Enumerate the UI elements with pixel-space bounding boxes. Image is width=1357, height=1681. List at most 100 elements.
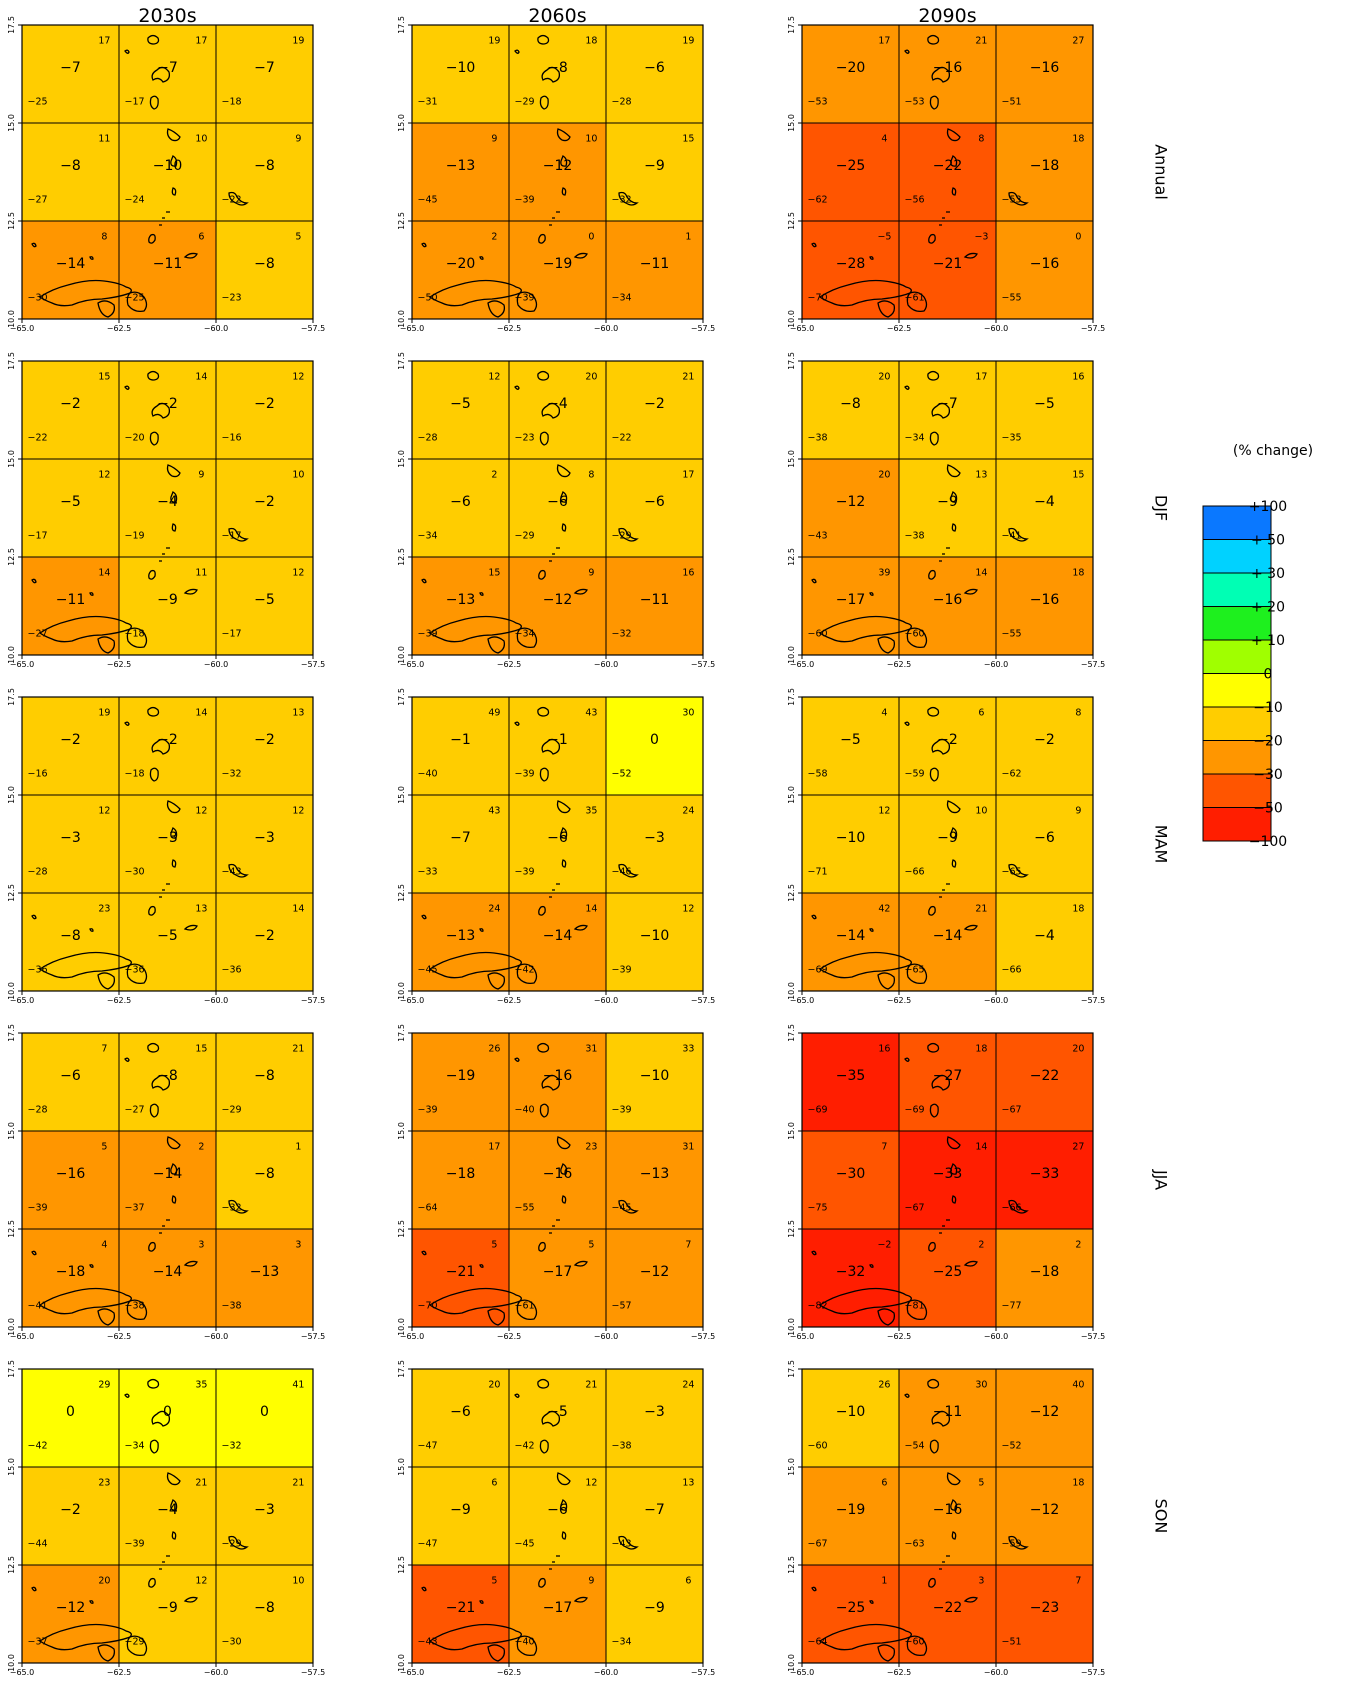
cell-min-label: −52 xyxy=(611,768,631,779)
coastline xyxy=(228,191,249,206)
cell-max-label: 49 xyxy=(488,708,500,719)
cell-value-label: −19 xyxy=(446,1068,476,1084)
cell-max-label: 18 xyxy=(585,36,597,47)
cell-min-label: −64 xyxy=(417,1202,437,1213)
coastline xyxy=(927,34,940,45)
coastline xyxy=(556,1472,571,1486)
cell-min-label: −38 xyxy=(611,1440,631,1451)
cell-value-label: −9 xyxy=(450,1502,471,1518)
cell-min-label: −69 xyxy=(904,1104,924,1115)
cell-value-label: −10 xyxy=(836,830,866,846)
coastline xyxy=(939,883,950,898)
cell-max-label: 0 xyxy=(1075,232,1081,243)
grid-cell xyxy=(605,360,704,460)
cell-value-label: −11 xyxy=(640,256,670,272)
panel-frame xyxy=(801,1368,1094,1664)
x-tick-label: −60.0 xyxy=(204,660,229,669)
coastline xyxy=(931,66,951,83)
cell-value-label: −14 xyxy=(153,1166,183,1182)
coastline xyxy=(906,1635,928,1657)
coastline xyxy=(151,1074,171,1091)
y-tick-label: 12.5 xyxy=(397,884,406,902)
cell-min-label: −34 xyxy=(611,1636,631,1647)
cell-value-label: −4 xyxy=(1034,928,1055,944)
coastline xyxy=(877,636,896,654)
grid-cell xyxy=(21,1564,120,1664)
panel-jja-2030s: 7 −6 −28 15 −8 −27 21 −8 −29 5 −16 −39 2 −14 −37 1 −8 −32… xyxy=(7,1024,325,1341)
coastline xyxy=(1008,527,1029,542)
y-tick-label: 15.0 xyxy=(787,786,796,804)
coastline xyxy=(89,592,94,596)
grid-cell xyxy=(215,122,314,222)
cell-min-label: −64 xyxy=(807,1636,827,1647)
x-tick-label: −60.0 xyxy=(594,324,619,333)
x-tick-label: −60.0 xyxy=(204,1332,229,1341)
cell-min-label: −55 xyxy=(514,1202,534,1213)
legend-label: −100 xyxy=(1249,834,1287,850)
coastline xyxy=(487,300,506,318)
grid-cell xyxy=(605,1130,704,1230)
cell-max-label: 13 xyxy=(682,1478,694,1489)
cell-value-label: −8 xyxy=(254,1068,275,1084)
grid-cell xyxy=(215,556,314,656)
cell-value-label: −30 xyxy=(836,1166,866,1182)
cell-min-label: −47 xyxy=(417,1538,437,1549)
coastline xyxy=(149,767,159,782)
cell-value-label: −4 xyxy=(157,1502,178,1518)
cell-max-label: 1 xyxy=(881,1576,887,1587)
y-tick-label: 12.5 xyxy=(397,212,406,230)
cell-max-label: 18 xyxy=(1072,1478,1084,1489)
coastline xyxy=(31,1250,37,1256)
y-tick-label: 15.0 xyxy=(397,450,406,468)
coastline xyxy=(618,1535,639,1550)
cell-max-label: 26 xyxy=(488,1044,500,1055)
coastline xyxy=(561,859,567,868)
coastline xyxy=(171,187,177,196)
cell-value-label: −14 xyxy=(153,1264,183,1280)
cell-max-label: 10 xyxy=(292,470,304,481)
cell-value-label: −10 xyxy=(640,928,670,944)
y-tick-label: 15.0 xyxy=(787,114,796,132)
coastline xyxy=(514,721,520,726)
coastline xyxy=(170,155,178,167)
coastline xyxy=(166,800,181,814)
cell-value-label: −8 xyxy=(547,60,568,76)
x-tick-label: −57.5 xyxy=(301,660,326,669)
cell-value-label: −7 xyxy=(157,60,178,76)
cell-max-label: 15 xyxy=(1072,470,1084,481)
coastline xyxy=(549,211,560,226)
panel-frame xyxy=(801,696,1094,992)
cell-max-label: 11 xyxy=(195,568,207,579)
panel-frame xyxy=(411,24,704,320)
y-tick-label: 10.0 xyxy=(397,646,406,664)
coastline xyxy=(931,1410,951,1427)
coastline xyxy=(148,1577,156,1588)
panel-son-2030s: 29 0 −42 35 0 −34 41 0 −32 23 −2 −44 21 −4 −39 21 −3 −29 2… xyxy=(7,1360,325,1677)
cell-value-label: −13 xyxy=(446,928,476,944)
coastline xyxy=(560,491,568,503)
cell-min-label: −32 xyxy=(611,194,631,205)
cell-value-label: −2 xyxy=(157,732,178,748)
cell-value-label: −17 xyxy=(543,1264,573,1280)
row-title-djf: DJF xyxy=(1152,495,1171,521)
cell-value-label: −5 xyxy=(547,1404,568,1420)
cell-min-label: −65 xyxy=(904,964,924,975)
cell-max-label: 2 xyxy=(198,1142,204,1153)
coastline xyxy=(811,578,817,584)
cell-min-label: −17 xyxy=(221,530,241,541)
y-tick-label: 12.5 xyxy=(7,884,16,902)
coastline xyxy=(927,706,940,717)
cell-min-label: −40 xyxy=(514,1636,534,1647)
grid-cell xyxy=(605,458,704,558)
cell-value-label: −2 xyxy=(254,928,275,944)
y-tick-label: 15.0 xyxy=(397,786,406,804)
coastline xyxy=(516,963,538,985)
cell-min-label: −32 xyxy=(221,768,241,779)
x-tick-label: −62.5 xyxy=(887,660,912,669)
cell-min-label: −40 xyxy=(514,1104,534,1115)
cell-max-label: 1 xyxy=(295,1142,301,1153)
coastline xyxy=(487,1308,506,1326)
cell-max-label: 13 xyxy=(195,904,207,915)
cell-value-label: −21 xyxy=(446,1264,476,1280)
coastline xyxy=(171,1195,177,1204)
